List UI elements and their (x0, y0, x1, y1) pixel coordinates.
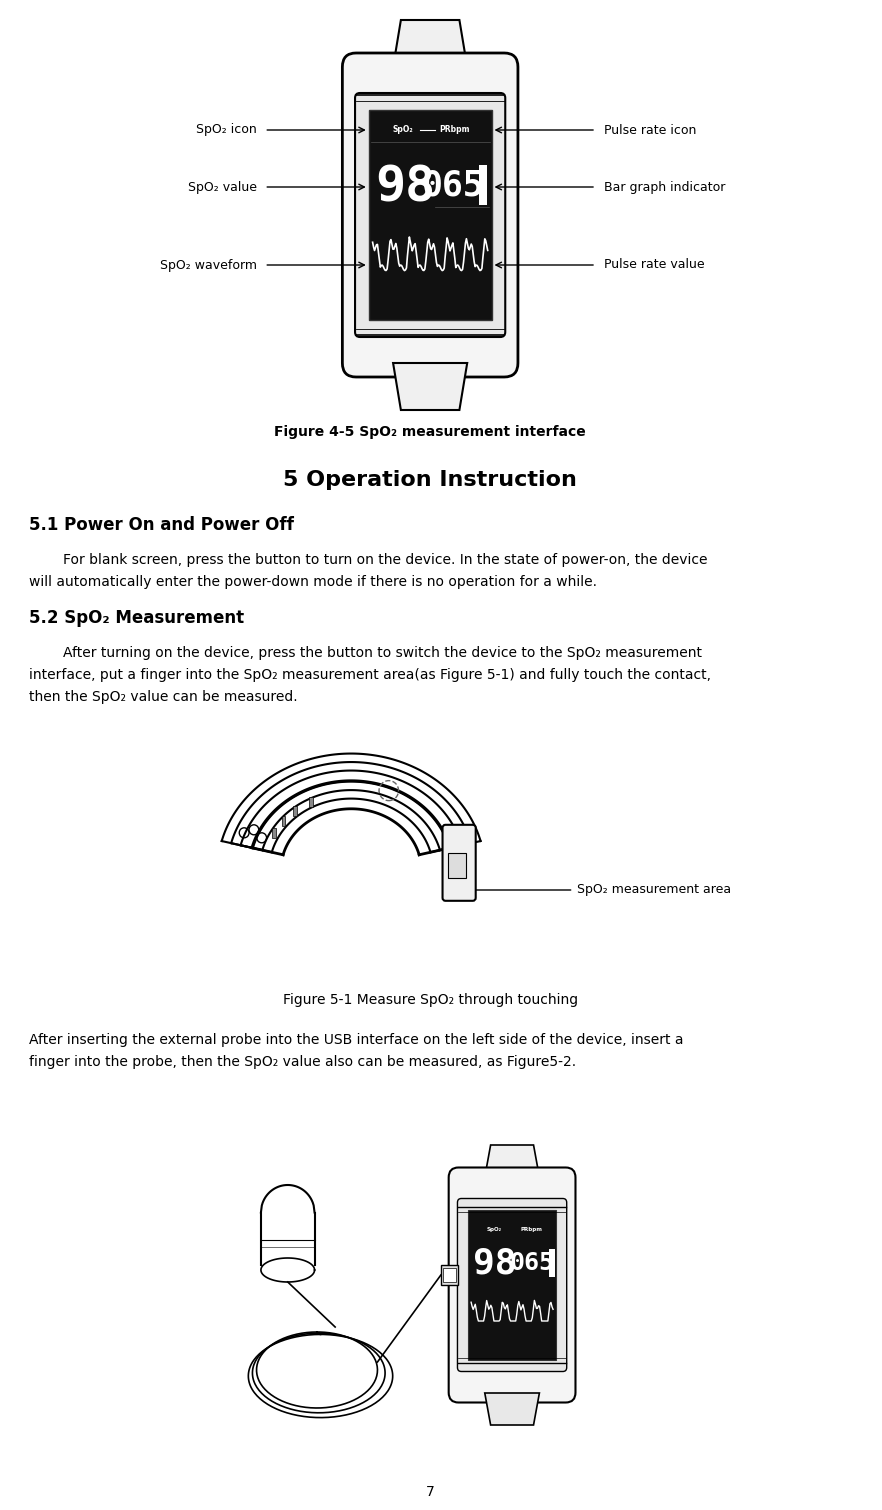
FancyBboxPatch shape (355, 94, 505, 337)
Polygon shape (393, 362, 467, 411)
Text: After inserting the external probe into the USB interface on the left side of th: After inserting the external probe into … (29, 1033, 684, 1046)
Polygon shape (485, 1145, 540, 1176)
Text: Pulse rate icon: Pulse rate icon (604, 124, 696, 136)
Bar (273, 827, 276, 838)
FancyBboxPatch shape (443, 824, 475, 901)
Text: 98: 98 (376, 163, 436, 211)
Text: interface, put a finger into the SpO₂ measurement area(as Figure 5-1) and fully : interface, put a finger into the SpO₂ me… (29, 667, 711, 683)
Text: 065: 065 (422, 168, 485, 202)
Polygon shape (485, 1394, 540, 1425)
Text: SpO₂: SpO₂ (392, 125, 413, 134)
FancyBboxPatch shape (369, 110, 491, 320)
Text: 5.2 SpO₂ Measurement: 5.2 SpO₂ Measurement (29, 609, 244, 627)
Polygon shape (252, 781, 451, 855)
Text: SpO₂ waveform: SpO₂ waveform (160, 258, 257, 272)
Text: Figure 5-1 Measure SpO₂ through touching: Figure 5-1 Measure SpO₂ through touching (282, 994, 578, 1007)
Bar (479, 165, 487, 205)
FancyBboxPatch shape (458, 1199, 567, 1371)
Text: PRbpm: PRbpm (520, 1226, 542, 1232)
FancyBboxPatch shape (468, 1210, 556, 1361)
Text: Pulse rate value: Pulse rate value (604, 258, 705, 272)
Text: will automatically enter the power-down mode if there is no operation for a whil: will automatically enter the power-down … (29, 575, 597, 589)
Bar (443, 1268, 457, 1282)
Text: 98: 98 (473, 1246, 516, 1280)
Text: then the SpO₂ value can be measured.: then the SpO₂ value can be measured. (29, 690, 298, 704)
Bar (448, 853, 466, 877)
Text: 065: 065 (509, 1250, 554, 1274)
FancyBboxPatch shape (342, 53, 518, 378)
Text: SpO₂ measurement area: SpO₂ measurement area (578, 883, 731, 897)
Text: SpO₂: SpO₂ (487, 1226, 502, 1232)
Text: After turning on the device, press the button to switch the device to the SpO₂ m: After turning on the device, press the b… (64, 646, 702, 660)
Text: PRbpm: PRbpm (439, 125, 470, 134)
Text: Figure 4-5 SpO₂ measurement interface: Figure 4-5 SpO₂ measurement interface (274, 424, 586, 439)
FancyBboxPatch shape (449, 1167, 575, 1403)
Text: For blank screen, press the button to turn on the device. In the state of power-: For blank screen, press the button to tu… (64, 553, 708, 566)
Polygon shape (393, 20, 467, 66)
Text: SpO₂ icon: SpO₂ icon (196, 124, 257, 136)
Bar (293, 806, 297, 815)
Text: 5.1 Power On and Power Off: 5.1 Power On and Power Off (29, 516, 294, 535)
Bar (281, 817, 286, 826)
Text: finger into the probe, then the SpO₂ value also can be measured, as Figure5-2.: finger into the probe, then the SpO₂ val… (29, 1055, 576, 1069)
Text: Bar graph indicator: Bar graph indicator (604, 181, 725, 193)
Text: 7: 7 (426, 1484, 435, 1499)
Bar (441, 1265, 459, 1285)
Text: SpO₂ value: SpO₂ value (188, 181, 257, 193)
Text: 5 Operation Instruction: 5 Operation Instruction (283, 470, 577, 491)
Bar (549, 1249, 555, 1277)
Bar (310, 797, 313, 806)
